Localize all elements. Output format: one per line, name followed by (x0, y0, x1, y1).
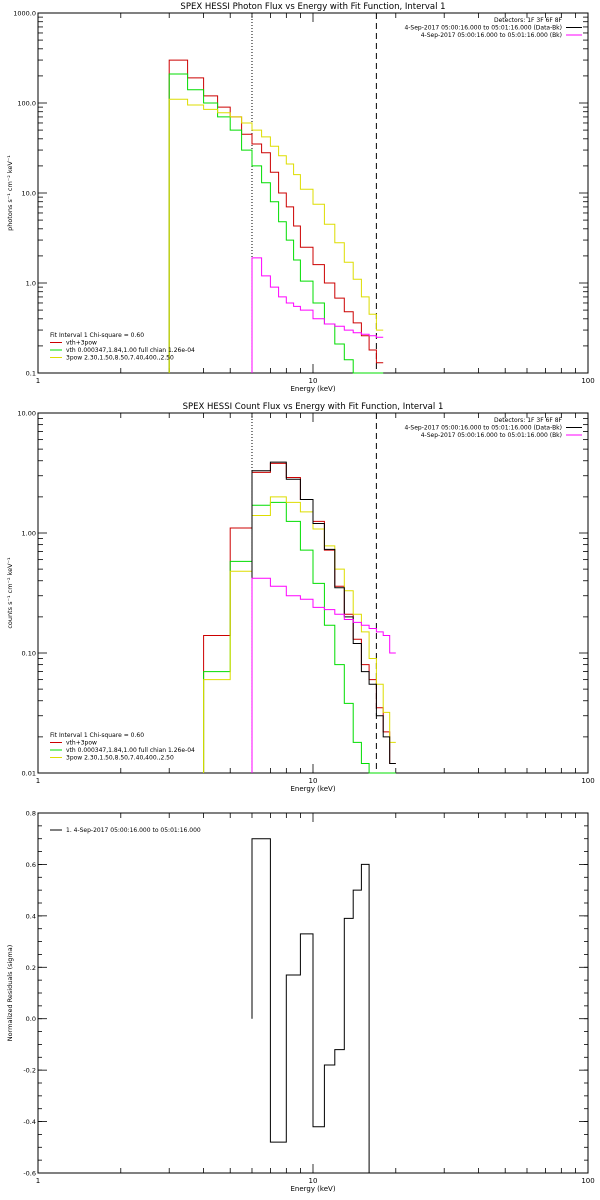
y-tick-label: 0.0 (26, 1015, 36, 1023)
series-vth (168, 73, 384, 374)
legend-left-entry: 3pow 2.30,1.50,8.50,7.40,400.,2.50 (66, 355, 174, 362)
legend-left-entry: Fit Interval 1 Chi-square = 0.60 (50, 332, 144, 339)
legend-right-entry: 4-Sep-2017 05:00:16.000 to 05:01:16.000 … (404, 425, 562, 432)
y-axis-label: Normalized Residuals (sigma) (6, 945, 14, 1042)
y-tick-label: 0.10 (22, 650, 36, 658)
y-tick-label: 0.1 (26, 370, 36, 378)
y-tick-label: 0.6 (26, 861, 36, 869)
y-tick-label: 1.0 (26, 280, 36, 288)
y-tick-label: 0.4 (26, 912, 36, 920)
x-tick-label: 1 (36, 777, 40, 785)
chart-title: SPEX HESSI Photon Flux vs Energy with Fi… (180, 2, 445, 12)
plot-frame (37, 412, 589, 774)
x-tick-label: 100 (581, 377, 594, 385)
count-flux-panel: SPEX HESSI Count Flux vs Energy with Fit… (6, 402, 595, 793)
series-data-bk (251, 461, 396, 773)
series-vth (203, 501, 396, 774)
x-axis-label: Energy (keV) (290, 785, 335, 793)
x-tick-label: 10 (309, 377, 318, 385)
x-tick-label: 100 (581, 1177, 594, 1185)
legend-right-entry: Detectors: 1F 3F 6F 8F (494, 17, 563, 24)
legend-left-entry: Fit Interval 1 Chi-square = 0.60 (50, 732, 144, 739)
x-tick-label: 10 (309, 777, 318, 785)
y-tick-label: 0.8 (26, 810, 36, 818)
series-vth-3pow (168, 59, 384, 373)
photon-flux-panel: SPEX HESSI Photon Flux vs Energy with Fi… (6, 2, 595, 393)
y-tick-label: -0.4 (23, 1118, 36, 1126)
x-tick-label: 1 (36, 377, 40, 385)
legend-right-entry: 4-Sep-2017 05:00:16.000 to 05:01:16.000 … (404, 25, 562, 32)
legend-left-entry: vth 0.000347,1.84,1.00 full chian 1.26e-… (66, 347, 195, 354)
y-tick-label: 0.01 (22, 770, 36, 778)
series-3pow (168, 98, 384, 373)
y-axis-label: photons s⁻¹ cm⁻² keV⁻¹ (6, 155, 14, 231)
legend-left-entry: vth+3pow (66, 740, 97, 747)
x-axis-label: Energy (keV) (290, 385, 335, 393)
legend-right-entry: Detectors: 1F 3F 6F 8F (494, 417, 563, 424)
series-residuals (251, 838, 377, 1174)
series-3pow (203, 496, 396, 773)
y-tick-label: 1.00 (22, 530, 36, 538)
y-tick-label: 10.0 (22, 190, 36, 198)
x-tick-label: 1 (36, 1177, 40, 1185)
series-vth-3pow (203, 462, 396, 773)
x-tick-label: 100 (581, 777, 594, 785)
legend-left-entry: vth 0.000347,1.84,1.00 full chian 1.26e-… (66, 747, 195, 754)
series-bk (251, 257, 384, 373)
y-tick-label: 10.00 (17, 410, 36, 418)
y-axis-label: counts s⁻¹ cm⁻² keV⁻¹ (6, 557, 14, 629)
x-tick-label: 10 (309, 1177, 318, 1185)
x-axis-label: Energy (keV) (290, 1185, 335, 1193)
chart-title: SPEX HESSI Count Flux vs Energy with Fit… (183, 402, 444, 412)
residuals-panel: 1 10 100 Energy (keV) -0.6 -0.4 -0.2 0.0 0.2 0.4 0… (6, 810, 595, 1194)
series-bk (251, 577, 396, 773)
y-tick-label: 1000.0 (13, 10, 36, 18)
y-tick-label: 100.0 (17, 100, 36, 108)
legend-left-entry: 1. 4-Sep-2017 05:00:16.000 to 05:01:16.0… (66, 827, 201, 834)
y-tick-label: -0.2 (23, 1067, 36, 1075)
legend-right-entry: 4-Sep-2017 05:00:16.000 to 05:01:16.000 … (421, 432, 562, 439)
legend-right-entry: 4-Sep-2017 05:00:16.000 to 05:01:16.000 … (421, 32, 562, 39)
y-tick-label: 0.2 (26, 964, 36, 972)
legend-left-entry: 3pow 2.30,1.50,8.50,7.40,400.,2.50 (66, 755, 174, 762)
legend-left-entry: vth+3pow (66, 340, 97, 347)
y-tick-label: -0.6 (23, 1170, 36, 1178)
